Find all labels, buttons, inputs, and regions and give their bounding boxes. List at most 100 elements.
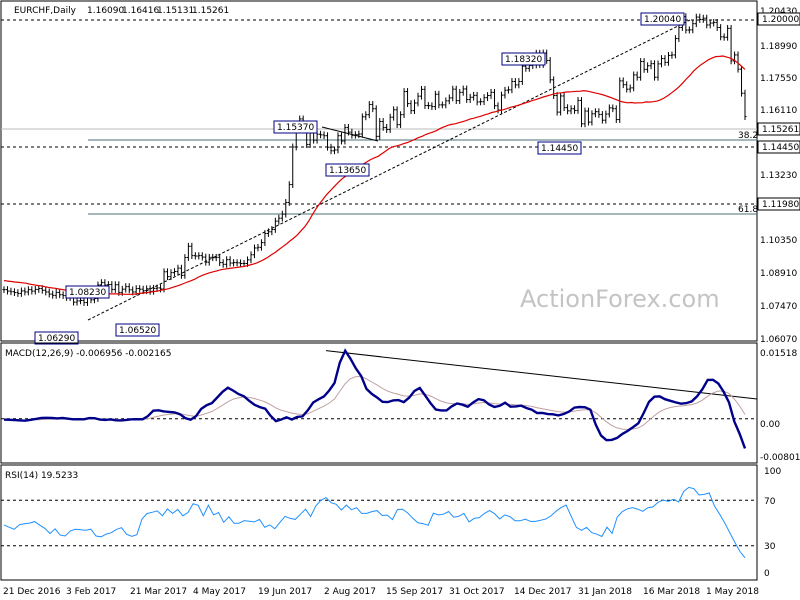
price-bar — [419, 85, 424, 100]
price-bar — [618, 77, 622, 123]
x-tick-label: 19 Jun 2017 — [258, 587, 312, 597]
price-bar — [687, 26, 691, 34]
price-bar — [138, 285, 142, 293]
price-bar — [632, 71, 636, 92]
price-bar — [506, 86, 511, 94]
price-bar — [593, 108, 597, 118]
chart-title: EURCHF,Daily — [14, 6, 77, 16]
price-bar — [691, 20, 695, 34]
rsi-panel-frame — [0, 464, 758, 581]
macd-line — [3, 348, 747, 449]
price-bar — [510, 78, 514, 94]
callout-text-1.06290: 1.06290 — [38, 334, 75, 344]
price-bar — [597, 108, 601, 118]
price-bar — [12, 288, 17, 296]
price-bar — [242, 260, 246, 267]
price-bar — [270, 226, 274, 236]
x-tick-label: 21 Dec 2016 — [3, 587, 61, 597]
x-tick-label: 31 Oct 2017 — [449, 587, 505, 597]
y-tick-label: 1.13230 — [760, 171, 797, 181]
price-bar — [698, 13, 702, 23]
price-bar — [423, 85, 427, 109]
rising-channel-line — [87, 19, 691, 321]
price-bar — [437, 90, 441, 109]
price-bar — [113, 281, 117, 293]
price-bar — [399, 111, 403, 129]
price-bar — [572, 105, 577, 114]
price-panel-frame — [0, 0, 758, 342]
price-bar — [357, 130, 361, 139]
price-bar — [238, 259, 243, 267]
x-tick-label: 1 May 2018 — [706, 587, 759, 597]
price-bar — [325, 132, 330, 151]
callout-text-1.13650: 1.13650 — [329, 166, 366, 176]
level-tag-text-1.11980: 1.11980 — [762, 200, 799, 210]
price-bar — [169, 269, 173, 281]
price-bar — [468, 93, 472, 103]
price-bar — [475, 91, 479, 106]
price-bar — [649, 60, 653, 70]
level-tag-text-1.14450: 1.14450 — [762, 143, 799, 153]
price-bar — [378, 118, 382, 140]
price-bar — [513, 78, 517, 89]
callout-1.18320: 1.18320 — [501, 52, 546, 66]
rsi-panel: RSI(14) 19.5233 100 70 30 0 — [0, 464, 781, 581]
price-bar — [218, 253, 222, 267]
x-tick-label: 2 Aug 2017 — [324, 587, 376, 597]
price-bar — [600, 111, 604, 124]
price-panel: EURCHF,Daily 1.16090 1.16416 1.15131 1.1… — [0, 0, 800, 345]
price-bar — [343, 124, 347, 145]
price-bar — [47, 288, 51, 298]
price-bar — [291, 143, 295, 189]
price-bar — [736, 51, 740, 73]
price-bar — [559, 92, 563, 116]
price-bar — [190, 242, 194, 260]
price-bar — [489, 88, 493, 99]
current-price-tag — [757, 122, 800, 136]
price-bar — [552, 76, 556, 99]
price-bar — [225, 256, 229, 268]
callout-1.14450: 1.14450 — [537, 141, 582, 155]
price-bar — [430, 102, 434, 110]
price-bar — [604, 110, 608, 124]
price-bar — [465, 85, 469, 103]
price-bar — [739, 65, 744, 97]
price-bar — [722, 33, 726, 41]
price-bar — [339, 132, 344, 145]
price-bar — [211, 253, 215, 262]
callout-1.13650: 1.13650 — [325, 163, 370, 177]
price-bar — [458, 88, 462, 105]
price-bar — [197, 252, 201, 260]
callout-1.20040: 1.20040 — [640, 12, 685, 26]
rsi-label: RSI(14) 19.5233 — [5, 471, 78, 481]
price-annotations: 1.20040 1.18320 1.15370 1.13650 1.14450 … — [34, 12, 758, 345]
y-tick-label: 1.18990 — [760, 42, 797, 52]
price-bar — [33, 286, 37, 295]
price-bar — [374, 105, 378, 140]
x-tick-label: 31 Jan 2018 — [578, 587, 632, 597]
rsi-y-tick-label: 30 — [764, 542, 776, 552]
y-tick-label: 1.17550 — [760, 74, 797, 84]
fib-label-38.2: 38.2 — [738, 131, 758, 141]
price-bar — [684, 13, 688, 34]
macd-y-tick-label: -0.00801 — [760, 453, 800, 463]
price-bar — [263, 230, 267, 247]
price-bar — [193, 252, 197, 260]
price-bar — [346, 124, 350, 136]
price-bar — [625, 81, 629, 93]
price-bar — [708, 19, 712, 29]
current-price-text: 1.15261 — [762, 125, 799, 135]
price-bar — [367, 101, 371, 119]
price-bar — [23, 287, 27, 296]
price-bar — [566, 104, 570, 115]
y-tick-label: 1.07470 — [760, 302, 797, 312]
watermark: ActionForex.com — [520, 285, 720, 313]
price-bar — [360, 113, 364, 138]
callout-text-1.15370: 1.15370 — [277, 123, 314, 133]
price-bar — [705, 14, 709, 29]
macd-panel: MACD(12,26,9) -0.006956 -0.002165 0.0151… — [0, 342, 800, 464]
price-bar — [395, 106, 399, 129]
y-tick-label: 1.06070 — [760, 335, 797, 345]
price-bar — [353, 131, 357, 139]
